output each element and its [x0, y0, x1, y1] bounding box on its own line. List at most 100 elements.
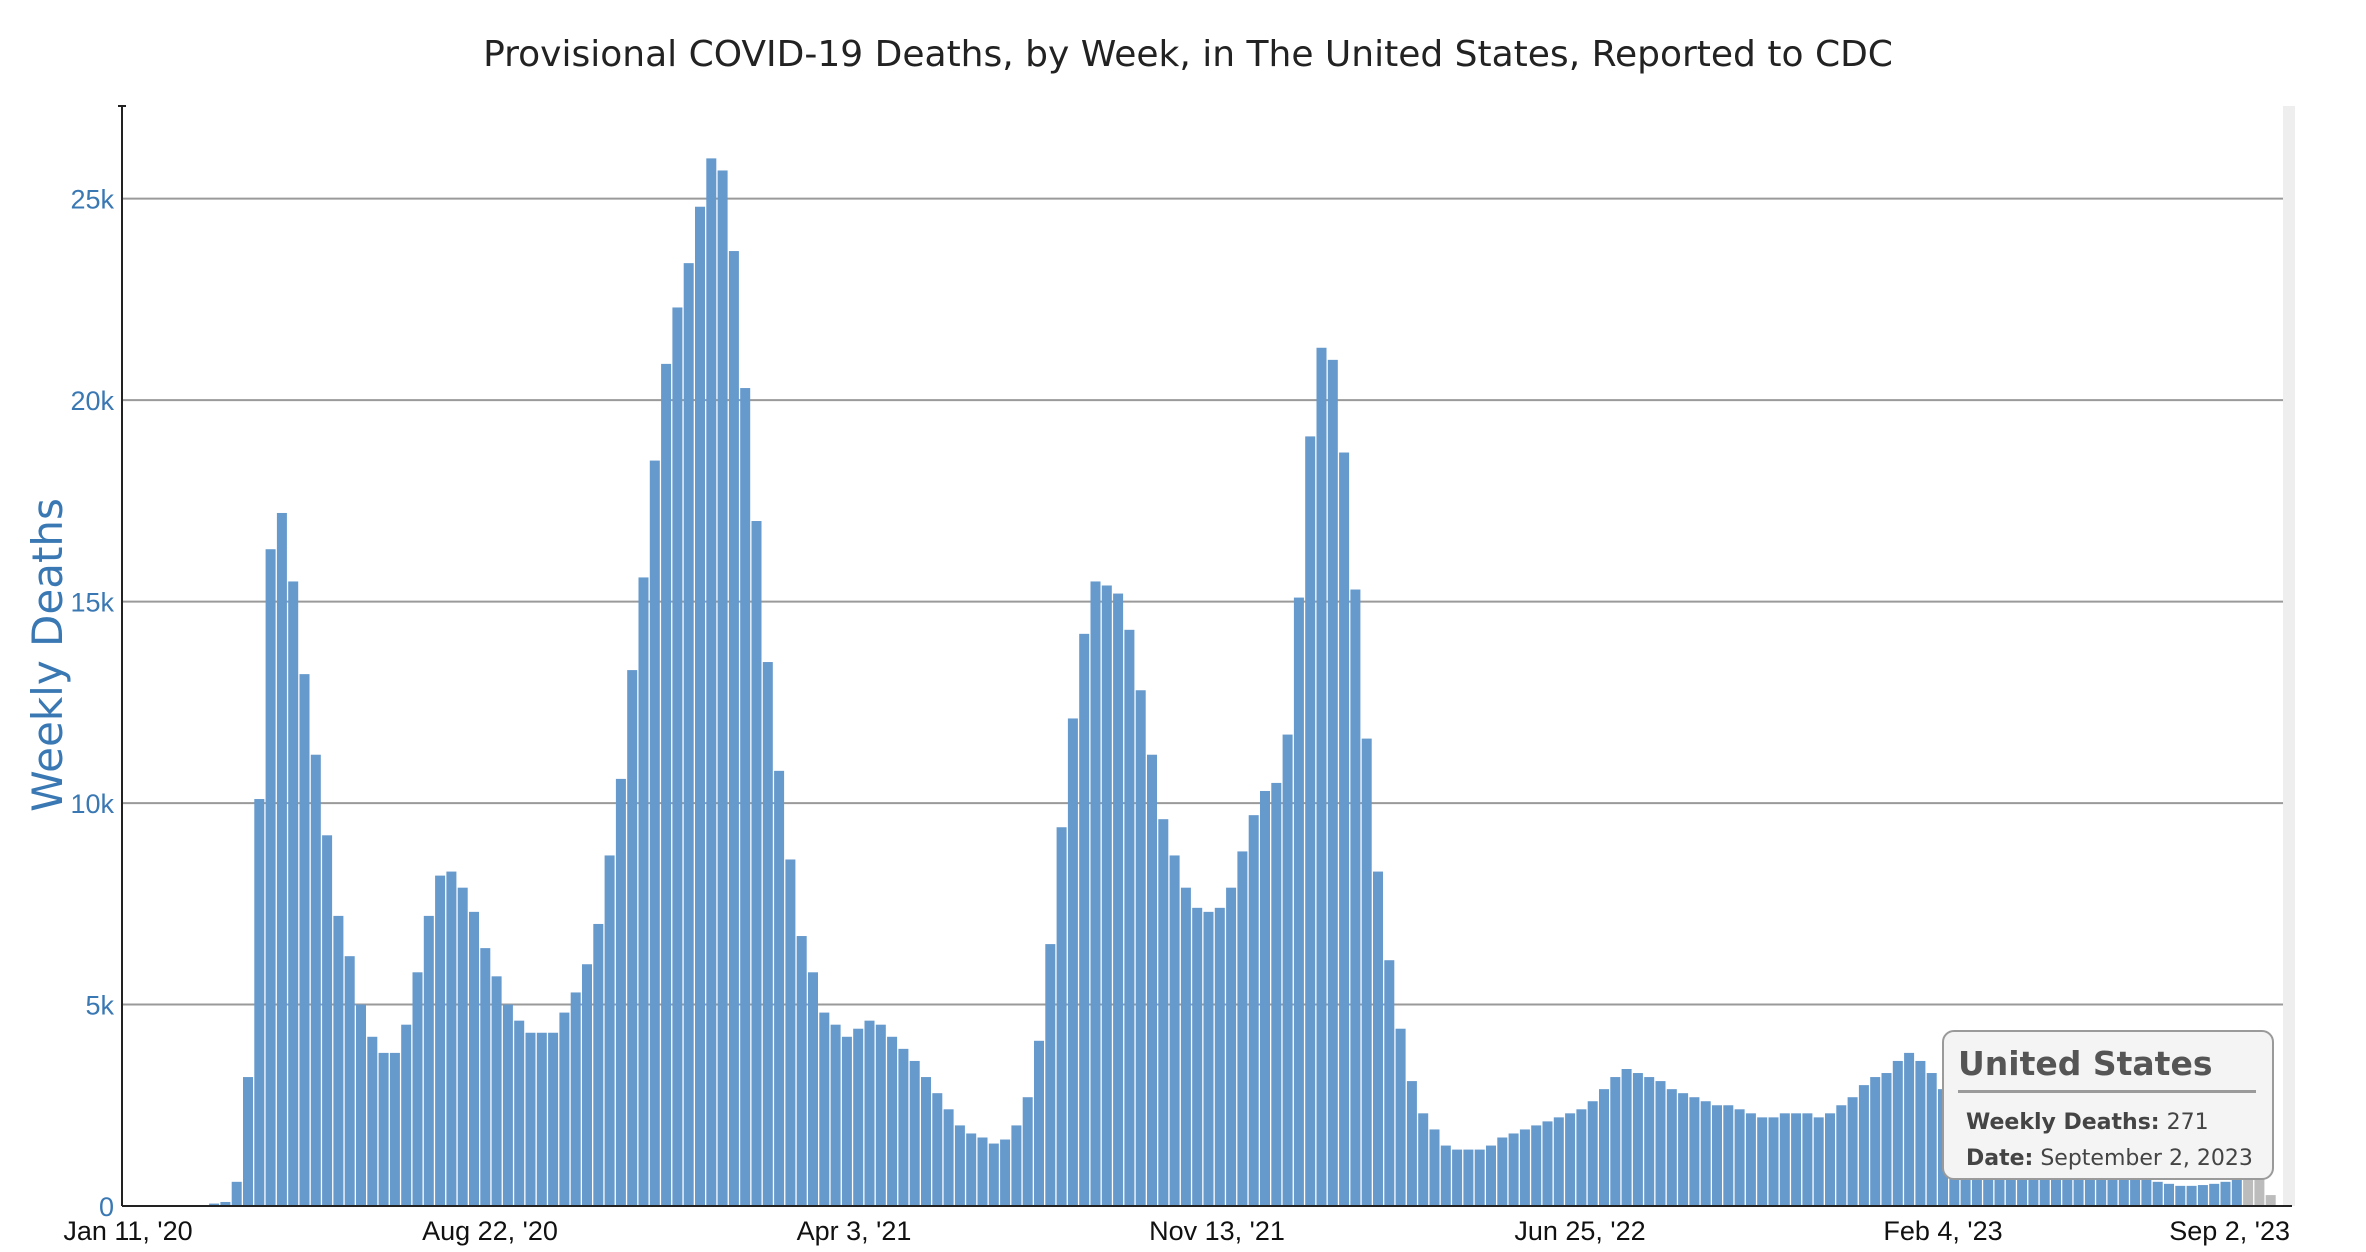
bar-week-184[interactable] — [2209, 1183, 2220, 1206]
bar-week-96[interactable] — [1214, 907, 1225, 1206]
bar-week-64[interactable] — [853, 1028, 864, 1206]
bar-week-57[interactable] — [774, 770, 785, 1206]
bar-week-113[interactable] — [1406, 1081, 1417, 1206]
bar-week-87[interactable] — [1113, 593, 1124, 1206]
bar-week-56[interactable] — [762, 662, 773, 1206]
bar-week-13[interactable] — [276, 512, 287, 1206]
bar-week-35[interactable] — [525, 1032, 536, 1206]
bar-week-30[interactable] — [469, 911, 479, 1206]
bar-week-84[interactable] — [1079, 633, 1090, 1206]
bar-week-131[interactable] — [1610, 1077, 1621, 1206]
bar-week-21[interactable] — [367, 1036, 378, 1206]
bar-week-156[interactable] — [1892, 1060, 1903, 1206]
bar-week-147[interactable] — [1791, 1113, 1802, 1206]
bar-week-177[interactable] — [2130, 1173, 2141, 1206]
bar-week-106[interactable] — [1327, 359, 1338, 1207]
bar-week-158[interactable] — [1915, 1060, 1926, 1206]
bar-week-174[interactable] — [2096, 1165, 2107, 1206]
bar-week-36[interactable] — [536, 1032, 547, 1206]
bar-week-26[interactable] — [423, 915, 434, 1206]
bar-week-175[interactable] — [2107, 1169, 2118, 1206]
bar-week-141[interactable] — [1723, 1105, 1734, 1206]
bar-week-31[interactable] — [480, 948, 491, 1206]
bar-week-9[interactable] — [231, 1181, 242, 1206]
bar-week-65[interactable] — [864, 1020, 875, 1206]
bar-week-185[interactable] — [2220, 1181, 2231, 1206]
bar-week-152[interactable] — [1847, 1097, 1858, 1206]
bar-week-75[interactable] — [977, 1137, 988, 1207]
bar-week-58[interactable] — [785, 859, 796, 1206]
bar-week-114[interactable] — [1418, 1113, 1429, 1206]
bar-week-85[interactable] — [1090, 581, 1101, 1206]
bar-week-148[interactable] — [1802, 1113, 1813, 1206]
bar-week-110[interactable] — [1373, 871, 1383, 1206]
bar-week-125[interactable] — [1542, 1121, 1553, 1206]
bar-week-37[interactable] — [548, 1032, 559, 1206]
bar-week-142[interactable] — [1734, 1109, 1745, 1206]
bar-week-32[interactable] — [491, 976, 502, 1206]
bar-week-94[interactable] — [1192, 907, 1203, 1206]
bar-week-71[interactable] — [932, 1093, 943, 1206]
bar-week-48[interactable] — [672, 307, 683, 1207]
bar-week-33[interactable] — [502, 1004, 513, 1206]
bar-week-63[interactable] — [841, 1036, 852, 1206]
bar-week-28[interactable] — [446, 871, 457, 1206]
bar-week-80[interactable] — [1034, 1040, 1044, 1206]
bar-week-49[interactable] — [683, 263, 694, 1206]
bar-week-155[interactable] — [1881, 1073, 1892, 1206]
bar-week-20[interactable] — [356, 1004, 366, 1206]
bar-week-179[interactable] — [2152, 1181, 2163, 1206]
bar-week-146[interactable] — [1779, 1113, 1790, 1206]
bar-week-102[interactable] — [1282, 734, 1293, 1206]
bar-week-120[interactable] — [1486, 1145, 1496, 1206]
bar-week-88[interactable] — [1124, 629, 1135, 1206]
bar-week-95[interactable] — [1203, 911, 1214, 1206]
bar-week-189[interactable] — [2265, 1195, 2276, 1206]
bar-week-178[interactable] — [2141, 1177, 2152, 1206]
bar-week-112[interactable] — [1395, 1028, 1406, 1206]
bar-week-132[interactable] — [1621, 1069, 1632, 1206]
bar-week-27[interactable] — [435, 875, 446, 1206]
bar-week-173[interactable] — [2084, 1161, 2095, 1206]
bar-week-98[interactable] — [1237, 851, 1248, 1206]
bar-week-42[interactable] — [604, 855, 615, 1206]
bar-week-19[interactable] — [344, 956, 355, 1206]
bar-week-119[interactable] — [1474, 1149, 1485, 1206]
bar-week-69[interactable] — [909, 1060, 920, 1206]
bar-week-47[interactable] — [661, 363, 672, 1206]
bar-week-86[interactable] — [1101, 585, 1112, 1206]
bar-week-186[interactable] — [2231, 1177, 2242, 1206]
bar-week-188[interactable] — [2254, 1165, 2265, 1206]
bar-week-7[interactable] — [209, 1203, 220, 1206]
bar-week-83[interactable] — [1067, 718, 1078, 1206]
bar-week-78[interactable] — [1011, 1125, 1022, 1206]
bar-week-137[interactable] — [1678, 1093, 1689, 1206]
bar-week-172[interactable] — [2073, 1157, 2084, 1206]
bar-week-115[interactable] — [1429, 1129, 1440, 1206]
bar-week-150[interactable] — [1825, 1113, 1835, 1206]
bar-week-79[interactable] — [1022, 1097, 1033, 1206]
bar-week-25[interactable] — [412, 972, 423, 1206]
bar-week-91[interactable] — [1158, 819, 1169, 1206]
bar-week-10[interactable] — [243, 1077, 253, 1206]
bar-week-38[interactable] — [559, 1012, 570, 1206]
bar-week-11[interactable] — [254, 799, 265, 1206]
bar-week-40[interactable] — [582, 964, 592, 1206]
bar-week-92[interactable] — [1169, 855, 1180, 1206]
bar-week-62[interactable] — [830, 1024, 841, 1206]
bar-week-121[interactable] — [1497, 1137, 1508, 1207]
bar-week-149[interactable] — [1813, 1117, 1824, 1206]
bar-week-176[interactable] — [2118, 1171, 2129, 1206]
bar-week-138[interactable] — [1689, 1097, 1700, 1206]
bar-week-107[interactable] — [1339, 452, 1350, 1206]
bar-week-59[interactable] — [796, 936, 807, 1206]
bar-week-109[interactable] — [1361, 738, 1372, 1206]
bar-week-145[interactable] — [1768, 1117, 1779, 1206]
bar-week-23[interactable] — [389, 1052, 400, 1206]
bar-week-122[interactable] — [1508, 1133, 1519, 1206]
bar-week-133[interactable] — [1632, 1073, 1643, 1206]
bar-week-24[interactable] — [401, 1024, 412, 1206]
bar-week-8[interactable] — [220, 1201, 231, 1206]
bar-week-130[interactable] — [1599, 1089, 1609, 1206]
bar-week-34[interactable] — [514, 1020, 525, 1206]
